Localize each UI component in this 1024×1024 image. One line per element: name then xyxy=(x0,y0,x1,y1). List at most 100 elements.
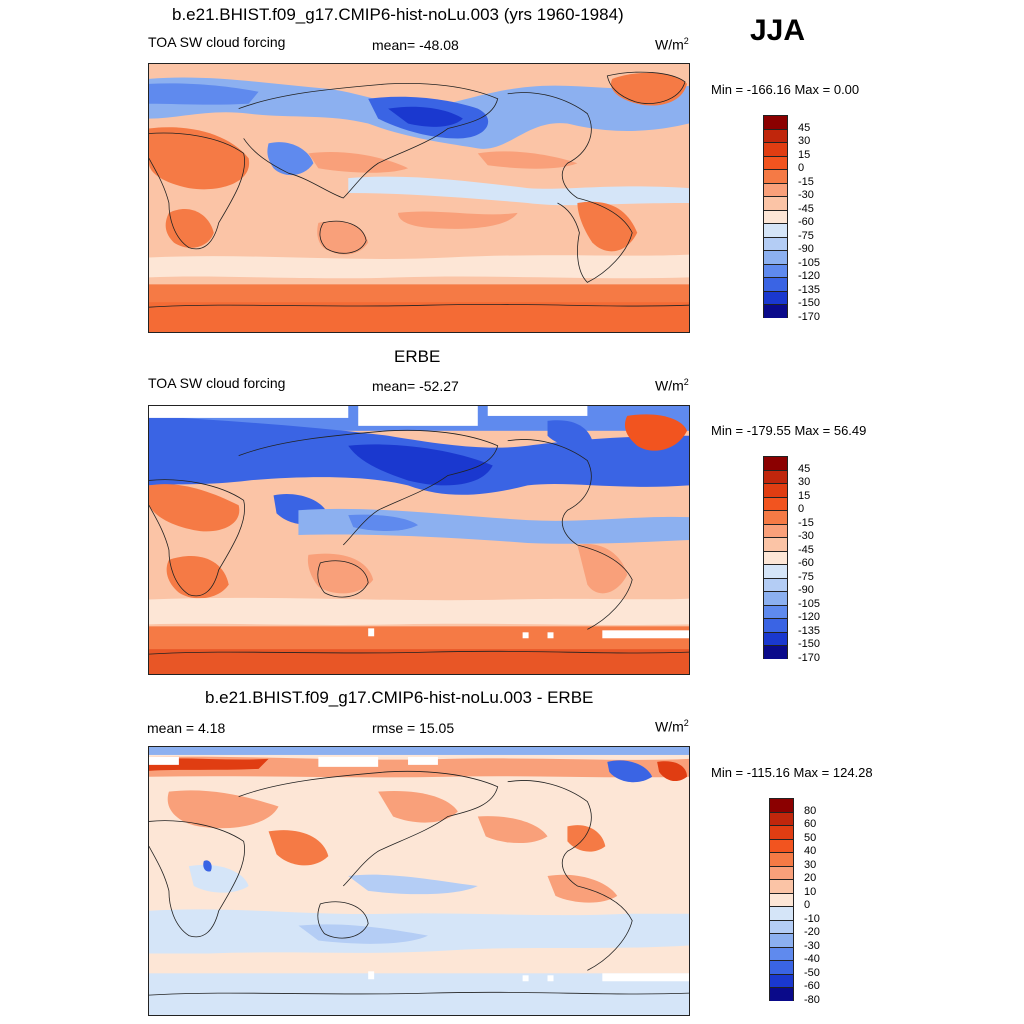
colorbar-swatch xyxy=(769,811,794,825)
colorbar-swatch xyxy=(763,290,788,304)
colorbar-tick-label: -50 xyxy=(804,966,820,979)
colorbar-tick-label: -150 xyxy=(798,297,821,309)
colorbar-swatch xyxy=(763,469,788,483)
colorbar-tick-label: -30 xyxy=(798,530,814,542)
colorbar-swatch xyxy=(769,865,794,879)
colorbar-swatch xyxy=(763,236,788,250)
colorbar-tick-label: 10 xyxy=(804,885,817,898)
panel1-variable-label: TOA SW cloud forcing xyxy=(148,34,286,50)
panel3-title: b.e21.BHIST.f09_g17.CMIP6-hist-noLu.003 … xyxy=(205,688,594,707)
colorbar-tick-label: -30 xyxy=(804,939,820,952)
colorbar-swatch xyxy=(763,209,788,223)
colorbar-swatch xyxy=(763,263,788,277)
colorbar-tick-label: -90 xyxy=(798,584,814,596)
colorbar-tick-label: -170 xyxy=(798,310,821,323)
season-label: JJA xyxy=(750,14,806,47)
colorbar-swatch xyxy=(763,618,788,632)
colorbar-tick-label: 0 xyxy=(798,162,805,174)
colorbar-tick-label: 50 xyxy=(804,831,817,844)
colorbar-swatch xyxy=(763,250,788,264)
colorbar-swatch xyxy=(763,564,788,578)
colorbar-tick-label: -120 xyxy=(798,611,821,623)
colorbar-tick-label: 60 xyxy=(804,818,817,830)
colorbar-tick-label: 30 xyxy=(804,858,817,871)
colorbar-tick-label: 15 xyxy=(798,148,811,161)
colorbar-swatch xyxy=(763,182,788,196)
colorbar-tick-label: -80 xyxy=(804,993,820,1006)
colorbar-swatch xyxy=(763,304,788,318)
colorbar-tick-label: -135 xyxy=(798,624,821,637)
colorbar-swatch xyxy=(763,483,788,497)
panel3-mean-label: mean = 4.18 xyxy=(147,720,226,736)
colorbar-swatch xyxy=(769,798,794,812)
colorbar-tick-label: -15 xyxy=(798,516,814,529)
colorbar-tick-label: -20 xyxy=(804,926,820,938)
colorbar-swatch xyxy=(769,946,794,960)
colorbar-tick-label: -170 xyxy=(798,651,821,664)
colorbar-swatch xyxy=(763,196,788,210)
panel3-map-field xyxy=(149,747,689,1015)
colorbar-tick-label: 40 xyxy=(804,845,817,857)
panel3-colorbar: 80 60 50 40 30 20 10 0 -10 -20 -30 -40 -50 -60 -80 xyxy=(769,798,820,1006)
colorbar-tick-label: -135 xyxy=(798,283,821,296)
panel1-minmax: Min = -166.16 Max = 0.00 xyxy=(711,82,860,97)
panel2-map xyxy=(148,405,690,675)
colorbar-swatch xyxy=(769,919,794,933)
panel1-mean-label: mean= -48.08 xyxy=(372,37,459,53)
colorbar-swatch xyxy=(763,142,788,156)
panel3-map xyxy=(148,746,690,1016)
colorbar-swatch xyxy=(763,115,788,129)
colorbar-swatch xyxy=(769,973,794,987)
colorbar-swatch xyxy=(763,645,788,659)
panel1-unit-label: W/m2 xyxy=(655,36,689,53)
colorbar-tick-label: -15 xyxy=(798,175,814,188)
colorbar-swatch xyxy=(769,906,794,920)
colorbar-swatch xyxy=(769,960,794,974)
panel3-minmax: Min = -115.16 Max = 124.28 xyxy=(711,765,873,780)
colorbar-swatch xyxy=(769,852,794,866)
colorbar-tick-label: 80 xyxy=(804,804,817,817)
panel2-title: ERBE xyxy=(394,347,441,366)
panel3-rmse-label: rmse = 15.05 xyxy=(372,720,455,736)
colorbar-swatch xyxy=(763,550,788,564)
panel1-map-field xyxy=(149,64,689,332)
colorbar-swatch xyxy=(763,456,788,470)
colorbar-tick-label: -150 xyxy=(798,638,821,650)
panel1-map xyxy=(148,63,690,333)
panel1-colorbar: 45 30 15 0 -15 -30 -45 -60 -75 -90 -105 -120 -135 -15… xyxy=(763,115,820,323)
colorbar-tick-label: -60 xyxy=(804,980,820,992)
colorbar-swatch xyxy=(763,169,788,183)
colorbar-swatch xyxy=(769,987,794,1001)
colorbar-tick-label: -45 xyxy=(798,543,814,556)
panel1-title: b.e21.BHIST.f09_g17.CMIP6-hist-noLu.003 … xyxy=(172,5,624,24)
colorbar-swatch xyxy=(769,879,794,893)
colorbar-tick-label: -75 xyxy=(798,570,814,583)
panel2-colorbar: 45 30 15 0 -15 -30 -45 -60 -75 -90 -105 -120 -135 -15… xyxy=(763,456,820,664)
panel2-minmax: Min = -179.55 Max = 56.49 xyxy=(711,423,867,438)
colorbar-swatch xyxy=(763,496,788,510)
colorbar-swatch xyxy=(763,631,788,645)
colorbar-tick-label: -60 xyxy=(798,557,814,569)
colorbar-swatch xyxy=(763,155,788,169)
panel3-unit-label: W/m2 xyxy=(655,718,689,735)
colorbar-tick-label: 15 xyxy=(798,489,811,502)
colorbar-tick-label: -45 xyxy=(798,202,814,215)
colorbar-tick-label: -30 xyxy=(798,189,814,201)
colorbar-tick-label: -120 xyxy=(798,270,821,282)
colorbar-swatch xyxy=(769,825,794,839)
colorbar-swatch xyxy=(763,604,788,618)
colorbar-tick-label: -10 xyxy=(804,912,820,925)
colorbar-tick-label: -105 xyxy=(798,597,821,610)
colorbar-tick-label: -75 xyxy=(798,229,814,242)
colorbar-swatch xyxy=(763,591,788,605)
colorbar-swatch xyxy=(769,838,794,852)
colorbar-swatch xyxy=(763,128,788,142)
colorbar-swatch xyxy=(763,510,788,524)
colorbar-swatch xyxy=(763,223,788,237)
panel2-variable-label: TOA SW cloud forcing xyxy=(148,375,286,391)
colorbar-swatch xyxy=(763,523,788,537)
colorbar-tick-label: -40 xyxy=(804,953,820,965)
colorbar-tick-label: 45 xyxy=(798,462,811,475)
colorbar-tick-label: 45 xyxy=(798,121,811,134)
panel2-map-field xyxy=(149,406,689,674)
